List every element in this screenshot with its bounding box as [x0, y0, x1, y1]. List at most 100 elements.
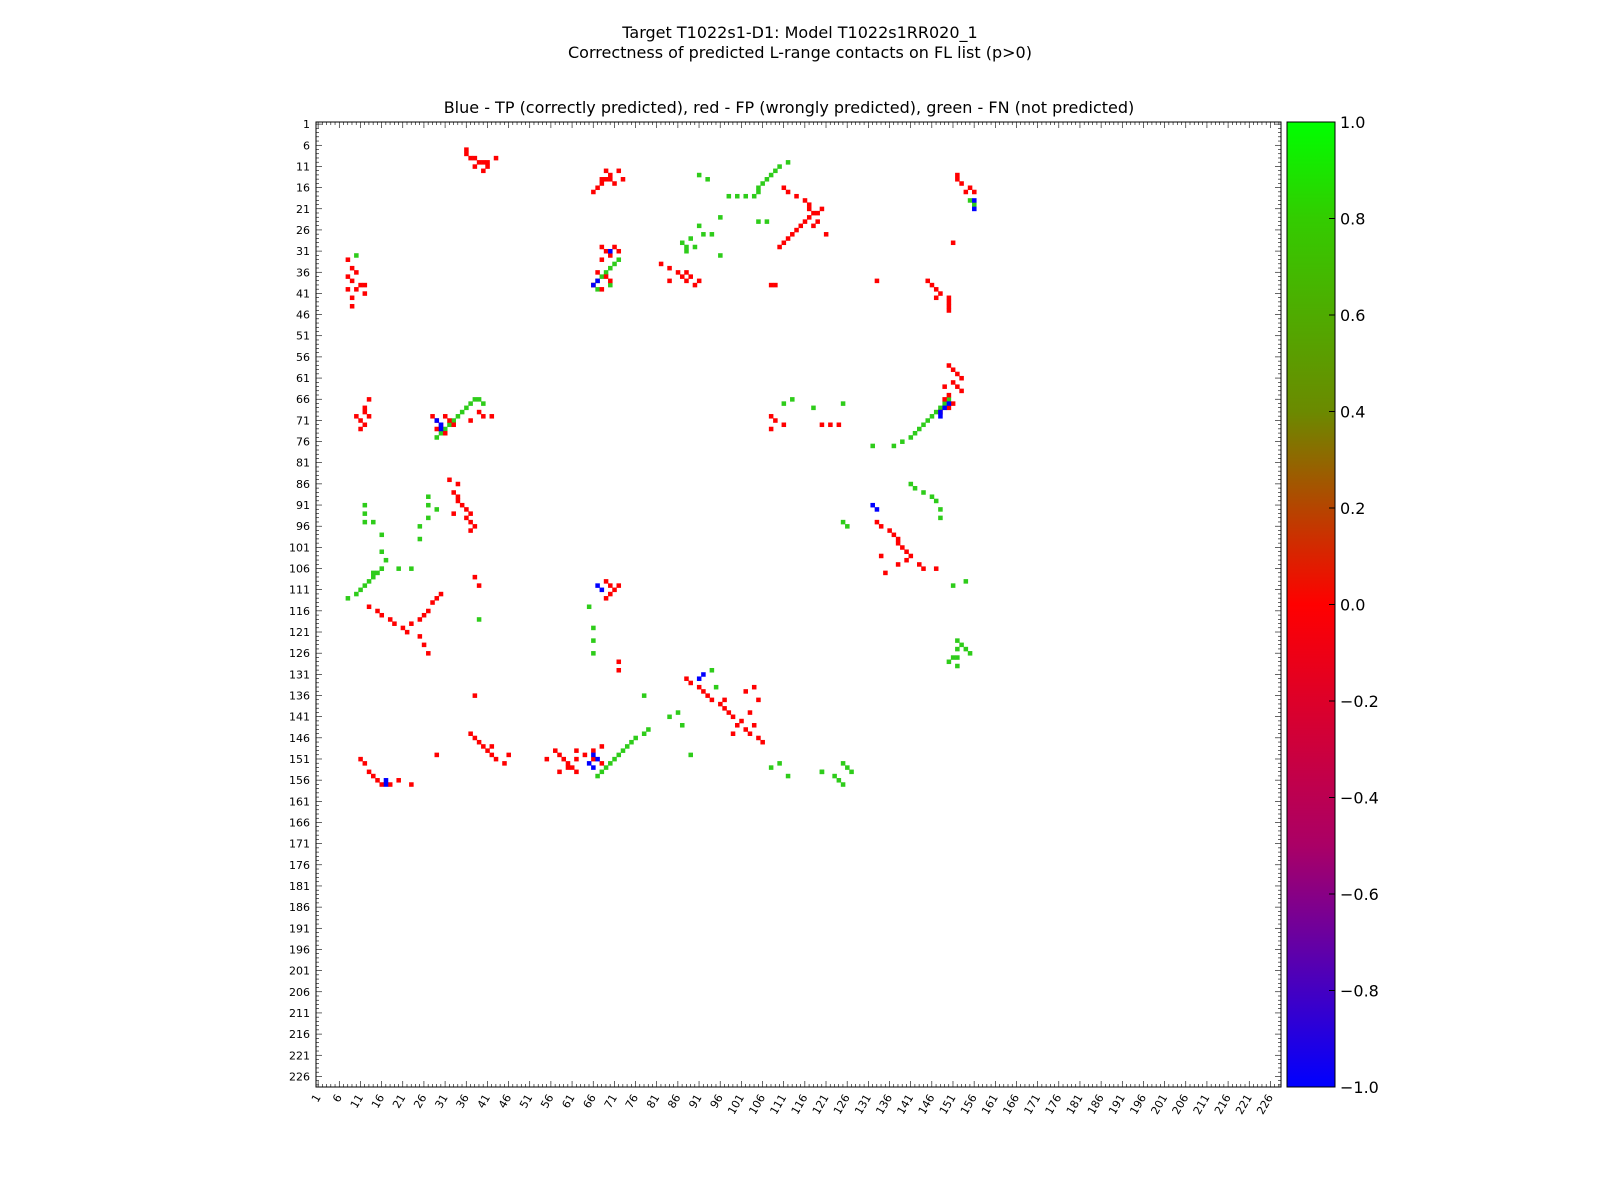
x-tick-label: 131 — [852, 1092, 874, 1117]
contact-cell-fp — [392, 621, 397, 626]
y-tick-label: 131 — [289, 668, 310, 681]
contact-cell-fp — [455, 481, 461, 487]
contact-cell-fp — [387, 617, 393, 622]
contact-cell-fn — [688, 236, 693, 241]
contact-cell-fp — [421, 642, 427, 648]
x-tick-label: 36 — [454, 1092, 472, 1111]
contact-cell-fn — [417, 536, 423, 542]
contact-cell-fn — [417, 524, 423, 529]
y-tick-label: 106 — [289, 563, 310, 576]
contact-cell-fp — [599, 761, 605, 766]
contact-cell-fp — [904, 557, 909, 563]
contact-cell-fp — [574, 756, 579, 762]
contact-cell-fp — [823, 232, 829, 237]
contact-cell-fn — [688, 752, 693, 758]
contact-cell-fn — [760, 181, 765, 186]
contact-cell-fn — [684, 244, 689, 250]
contact-cell-fp — [942, 384, 947, 389]
x-tick-label: 176 — [1043, 1092, 1065, 1117]
contact-cell-fn — [735, 193, 740, 199]
contact-cell-fp — [790, 232, 795, 237]
contact-cell-fp — [963, 189, 969, 195]
contact-cell-fn — [950, 583, 956, 588]
contact-cell-fn — [396, 566, 401, 571]
contact-cell-fp — [688, 680, 693, 686]
contact-cell-fn — [917, 426, 922, 432]
contact-cell-fp — [616, 168, 622, 174]
colorbar-tick-labels: 1.0 0.8 0.6 0.4 0.2 0.0 −0.2 −0.4 −0.6 −0.8 −1.0 — [1329, 113, 1379, 1097]
x-tick-label: 111 — [768, 1092, 790, 1117]
heatmap-cells — [345, 147, 977, 787]
x-tick-labels: 1 6 11 16 21 26 31 36 41 46 51 56 61 66 71 76 81 86 91 96 10… — [309, 1092, 1276, 1117]
contact-cell-fp — [354, 287, 359, 292]
contact-cell-fn — [379, 532, 385, 538]
contact-cell-fp — [925, 278, 930, 284]
contact-cell-fp — [595, 185, 600, 191]
axes-title: Blue - TP (correctly predicted), red - F… — [444, 98, 1135, 117]
contact-cell-tp — [946, 401, 952, 406]
contact-cell-fp — [701, 689, 706, 694]
contact-cell-fp — [722, 697, 727, 703]
contact-cell-fn — [967, 198, 973, 203]
contact-cell-fn — [455, 414, 461, 419]
contact-cell-fp — [946, 405, 952, 411]
contact-cell-fp — [684, 278, 689, 284]
contact-cell-fp — [950, 367, 956, 373]
contact-cell-fp — [874, 278, 880, 284]
contact-cell-fp — [794, 227, 799, 233]
contact-cell-fp — [472, 574, 478, 580]
contact-cell-fp — [955, 384, 960, 389]
contact-cell-fp — [404, 629, 410, 635]
contact-cell-fn — [777, 761, 782, 766]
contact-cell-fn — [459, 409, 465, 415]
contact-cell-fp — [878, 553, 884, 559]
contact-cell-fp — [553, 748, 558, 753]
contact-cell-fn — [362, 583, 368, 588]
contact-cell-fp — [557, 752, 562, 758]
x-tick-label: 6 — [330, 1092, 345, 1105]
contact-cell-fn — [641, 731, 647, 736]
x-tick-label: 46 — [496, 1092, 514, 1111]
x-tick-label: 181 — [1064, 1092, 1086, 1117]
contact-cell-fp — [345, 274, 351, 279]
contact-cell-fn — [777, 164, 782, 169]
contact-cell-fn — [764, 219, 770, 224]
contact-cell-fn — [667, 714, 672, 720]
contact-cell-fp — [358, 426, 363, 432]
contact-cell-fn — [447, 422, 452, 428]
contact-cell-fp — [481, 414, 486, 419]
y-tick-label: 191 — [289, 922, 310, 935]
contact-cell-fn — [840, 782, 846, 787]
colorbar-tick-label: 0.0 — [1340, 596, 1365, 615]
contact-cell-fn — [426, 502, 431, 508]
y-tick-label: 186 — [289, 901, 310, 914]
contact-cell-fn — [383, 557, 389, 563]
contact-cell-fp — [675, 270, 681, 275]
contact-cell-fp — [569, 765, 575, 770]
contact-cell-fn — [718, 215, 723, 220]
x-tick-label: 201 — [1148, 1092, 1170, 1117]
y-tick-label: 66 — [296, 393, 310, 406]
contact-cell-fp — [959, 375, 964, 381]
contact-cell-fp — [574, 748, 579, 753]
y-tick-label: 196 — [289, 943, 310, 956]
contact-cell-fp — [904, 549, 909, 555]
contact-cell-fn — [933, 409, 939, 415]
contact-cell-fn — [624, 744, 630, 749]
contact-cell-fp — [802, 198, 808, 203]
contact-cell-fn — [472, 397, 478, 402]
contact-cell-fp — [349, 278, 355, 284]
contact-cell-fn — [366, 579, 372, 584]
contact-cell-fp — [921, 566, 926, 571]
contact-cell-fn — [768, 765, 774, 770]
contact-cell-fp — [438, 591, 444, 597]
contact-cell-fn — [679, 240, 685, 246]
contact-cell-tp — [595, 583, 600, 588]
contact-cell-fp — [616, 583, 622, 588]
contact-cell-fn — [845, 524, 850, 529]
y-tick-label: 16 — [296, 182, 310, 195]
contact-cell-fn — [468, 401, 473, 406]
contact-cell-fn — [362, 519, 368, 525]
contact-cell-fn — [633, 735, 638, 741]
contact-cell-fp — [599, 181, 605, 186]
